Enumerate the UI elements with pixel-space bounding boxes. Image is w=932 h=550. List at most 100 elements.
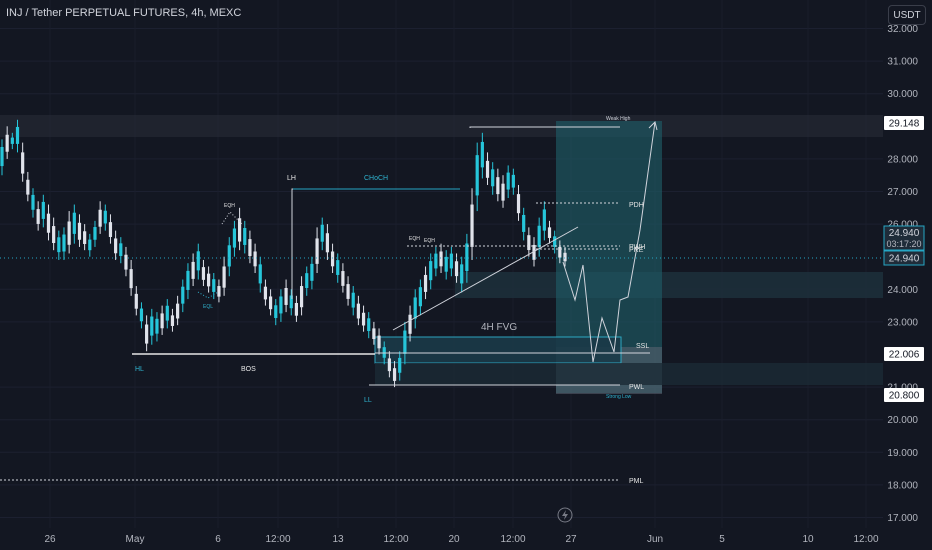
candle-body (52, 226, 56, 244)
candle-body (124, 254, 128, 270)
time-tick-label: Jun (647, 534, 663, 545)
pwl-label: PWL (629, 384, 644, 391)
price-tag-top: 29.148 (884, 116, 924, 130)
candle-body (341, 271, 345, 286)
premium-zone (455, 272, 883, 298)
candle-body (305, 273, 309, 288)
candle-body (511, 174, 515, 188)
candle-body (336, 260, 340, 275)
currency-button[interactable]: USDT (888, 5, 926, 25)
candle-body (392, 368, 397, 381)
candle-body (57, 237, 61, 253)
candle-body (232, 228, 237, 248)
candle-body (201, 267, 206, 280)
candle-body (263, 286, 268, 300)
time-tick-label: 26 (44, 534, 56, 545)
candle-body (423, 274, 428, 292)
candle-body (129, 269, 133, 289)
time-tick-label: 12:00 (500, 534, 525, 545)
candle-body (191, 261, 195, 279)
candle-body (496, 177, 500, 195)
candle-body (108, 222, 113, 237)
candle-body (46, 213, 51, 233)
time-tick-label: 10 (802, 534, 814, 545)
time-axis-ticks: 26 May 6 12:00 13 12:00 20 12:00 27 Jun 5 10 12:00 (44, 534, 879, 545)
candle-body (5, 134, 9, 152)
price-tag-countdown: 03:17:20 (886, 239, 921, 249)
candle-body (26, 179, 30, 195)
candle-body (465, 243, 469, 272)
candle-body (454, 261, 459, 277)
time-tick-label: 6 (215, 534, 221, 545)
candle-body (243, 228, 247, 245)
candle-body (222, 266, 226, 288)
pdh-label: PDH (629, 202, 644, 209)
price-axis[interactable]: 32.000 31.000 30.000 28.000 27.000 26.000 24.0… (883, 0, 932, 550)
candle-body (315, 238, 319, 264)
candle-body (356, 303, 360, 319)
price-tick-label: 23.000 (887, 317, 918, 328)
candle-body (62, 234, 66, 252)
candle-body (227, 245, 231, 267)
ssl-label: SSL (636, 343, 649, 350)
candle-body (367, 318, 371, 332)
time-axis[interactable]: 26 May 6 12:00 13 12:00 20 12:00 27 Jun 5 10 12:00 (0, 528, 883, 550)
time-tick-label: 12:00 (853, 534, 878, 545)
candle-body (501, 183, 505, 201)
candle-body (248, 239, 252, 257)
time-axis-background (0, 528, 883, 550)
price-tick-label: 18.000 (887, 480, 918, 491)
hl-label: HL (135, 366, 144, 373)
candle-body (0, 147, 4, 167)
candle-body (403, 330, 407, 354)
candle-body (439, 251, 443, 267)
pwh-label: PWH (629, 244, 645, 251)
lh-label: LH (287, 175, 296, 182)
candle-body (506, 172, 510, 190)
price-tick-label: 24.000 (887, 285, 918, 296)
candle-body (181, 286, 185, 304)
candle-body (351, 292, 355, 308)
price-tag-current: 24.940 03:17:20 (883, 225, 925, 251)
candles (0, 119, 567, 388)
annotation-labels: Weak High PDH PWH PRE SSL PWL Strong Low… (135, 116, 649, 485)
price-tick-label: 31.000 (887, 57, 918, 68)
candle-body (268, 296, 273, 310)
pml-label: PML (629, 478, 644, 485)
candle-body (325, 233, 330, 253)
candle-body (150, 316, 154, 336)
candle-body (170, 315, 175, 326)
candle-body (434, 253, 438, 269)
price-tick-label: 19.000 (887, 448, 918, 459)
candle-body (537, 225, 541, 247)
candle-body (212, 279, 216, 292)
candle-body (449, 253, 453, 269)
projection-path (562, 121, 656, 363)
time-tick-label: 5 (719, 534, 725, 545)
candle-body (155, 318, 159, 334)
candle-body (10, 137, 14, 144)
eqh-label-2: EQH (409, 236, 420, 242)
candle-body (165, 305, 169, 321)
price-tag-current-text: 24.940 (889, 228, 920, 239)
candle-body (330, 251, 335, 267)
chart-title: INJ / Tether PERPETUAL FUTURES, 4h, MEXC (6, 7, 242, 19)
candle-body (196, 251, 200, 271)
candle-body (114, 238, 118, 254)
price-tag-20-text: 20.800 (889, 391, 920, 402)
candle-body (21, 152, 25, 174)
candle-body (485, 160, 490, 178)
time-tick-label: May (126, 534, 145, 545)
lightning-icon[interactable] (557, 507, 573, 523)
price-axis-background (883, 0, 932, 550)
price-tick-label: 28.000 (887, 154, 918, 165)
candle-body (382, 347, 386, 358)
candle-body (77, 222, 82, 240)
ll-label: LL (364, 397, 372, 404)
candle-body (346, 284, 350, 299)
candle-body (103, 210, 107, 224)
weak-high-label: Weak High (606, 116, 631, 122)
candle-body (294, 302, 299, 316)
candle-body (207, 273, 211, 287)
